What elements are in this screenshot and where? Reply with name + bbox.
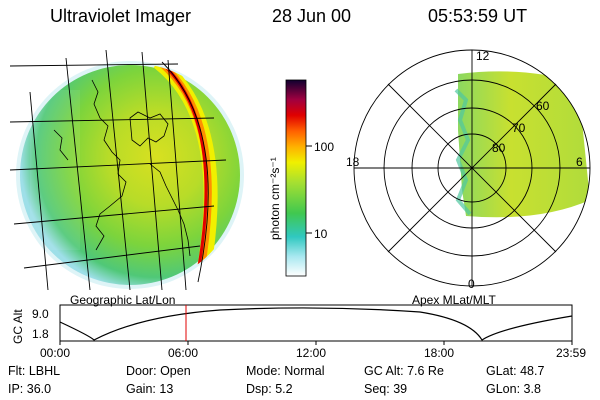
xtick-1200: 12:00 [296,346,326,360]
xtick-0600: 06:00 [168,346,198,360]
mlat-label-60: 60 [536,99,550,113]
footer-seq: Seq: 39 [364,382,408,396]
footer-gc-alt: GC Alt: 7.6 Re [364,364,444,378]
observation-date: 28 Jun 00 [272,6,352,26]
mlat-label-70: 70 [512,121,526,135]
colorbar: 100 10 photon cm⁻²s⁻¹ [268,79,334,277]
mlt-label-6: 6 [576,155,583,169]
colorbar-units-label: photon cm⁻²s⁻¹ [268,157,282,240]
observation-time: 05:53:59 UT [428,6,528,26]
xtick-2359: 23:59 [556,346,586,360]
xtick-1800: 18:00 [424,346,454,360]
mlt-label-0: 0 [468,277,475,291]
earth-image [9,49,244,291]
footer-flt: Flt: LBHL [8,364,61,378]
footer-mode: Mode: Normal [246,364,325,378]
footer-glon: GLon: 3.8 [486,382,541,396]
footer-ip: IP: 36.0 [8,382,52,396]
footer-glat: GLat: 48.7 [486,364,545,378]
xtick-0000: 00:00 [40,346,70,360]
instrument-title: Ultraviolet Imager [50,6,192,26]
footer-door: Door: Open [126,364,191,378]
colorbar-tick-100: 100 [314,140,334,154]
footer-dsp: Dsp: 5.2 [246,382,293,396]
footer-gain: Gain: 13 [126,382,174,396]
mlt-label-12: 12 [476,49,490,63]
timeline-ylabel: GC Alt [11,309,25,344]
altitude-timeline: GC Alt 9.0 1.8 [11,304,573,345]
timeline-ytick-bottom: 1.8 [32,327,49,341]
polar-plot: 12 18 6 0 60 70 80 [346,49,591,291]
altitude-curve [59,307,573,341]
colorbar-tick-10: 10 [314,227,328,241]
left-panel-label: Geographic Lat/Lon [70,293,175,307]
mlt-label-18: 18 [346,155,360,169]
mlat-label-80: 80 [492,141,506,155]
timeline-ytick-top: 9.0 [32,307,49,321]
polar-panel-label: Apex MLat/MLT [412,293,496,307]
